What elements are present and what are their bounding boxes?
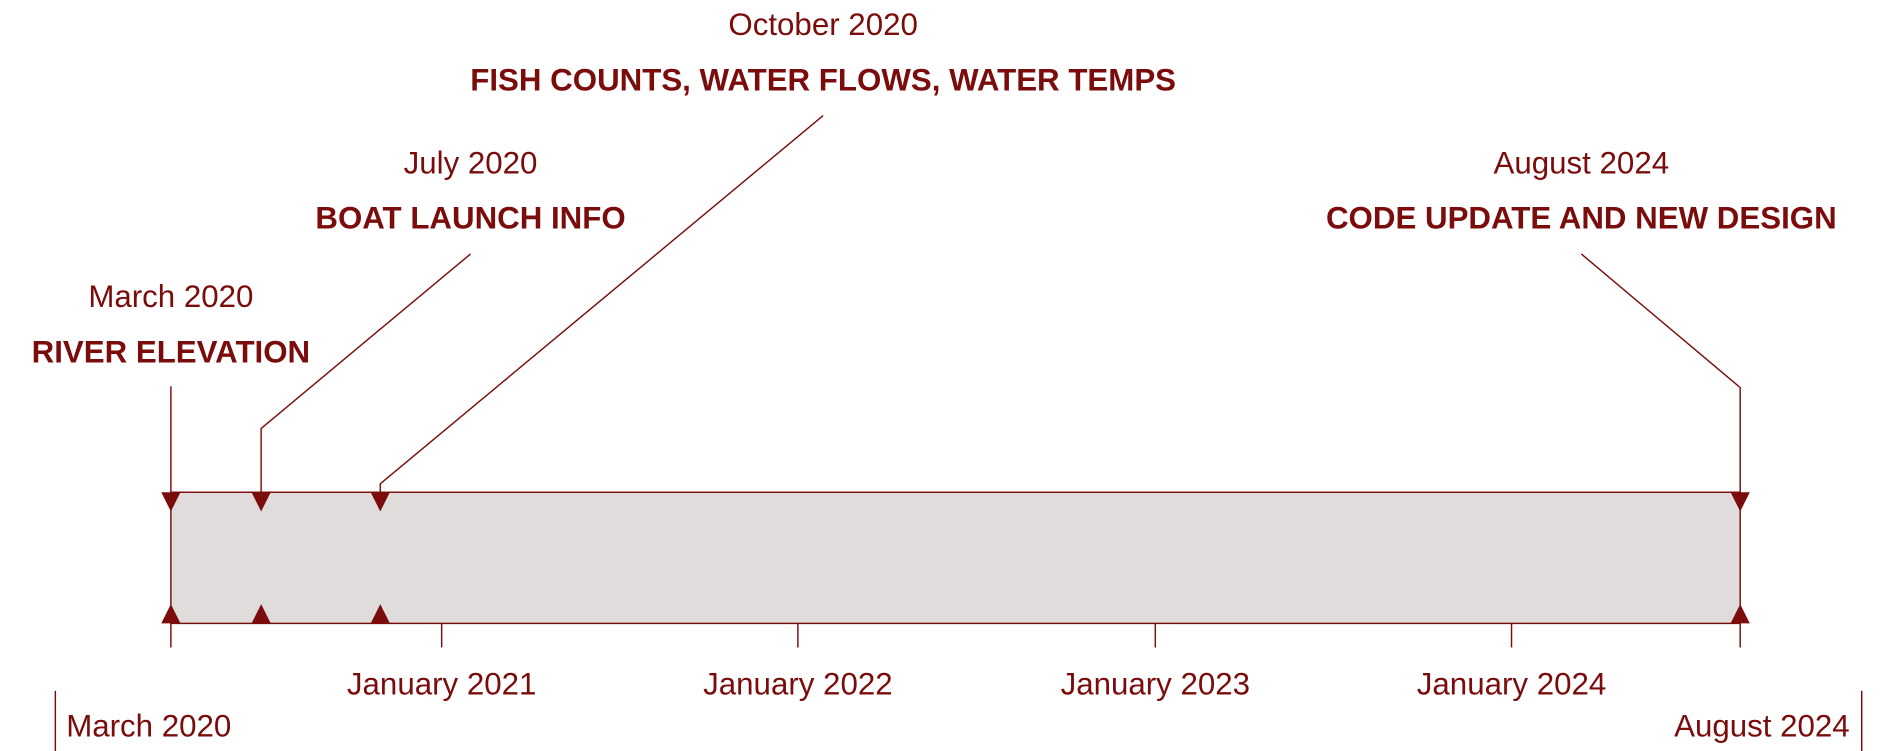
- axis-tick-label: January 2021: [347, 666, 536, 701]
- marker-top: [161, 492, 181, 512]
- event-label: BOAT LAUNCH INFO: [315, 201, 625, 236]
- leader-line: [260, 253, 472, 493]
- marker-bottom: [370, 604, 390, 624]
- marker-bottom: [161, 604, 181, 624]
- event-label: FISH COUNTS, WATER FLOWS, WATER TEMPS: [470, 62, 1176, 97]
- axis-tick-label: January 2022: [703, 666, 892, 701]
- event-date: August 2024: [1494, 145, 1670, 180]
- event-date: March 2020: [88, 279, 253, 314]
- event-label: RIVER ELEVATION: [32, 334, 311, 369]
- marker-bottom: [1730, 604, 1750, 624]
- start-label: March 2020: [66, 709, 231, 744]
- marker-top: [1730, 492, 1750, 512]
- end-label: August 2024: [1674, 709, 1850, 744]
- marker-top: [251, 492, 271, 512]
- marker-bottom: [251, 604, 271, 624]
- leader-line: [1580, 253, 1741, 493]
- leader-line: [379, 115, 824, 493]
- event-date: October 2020: [728, 7, 917, 42]
- event-label: CODE UPDATE AND NEW DESIGN: [1326, 201, 1837, 236]
- timeline-bar: [170, 491, 1741, 625]
- marker-top: [370, 492, 390, 512]
- axis-tick-label: January 2023: [1061, 666, 1250, 701]
- event-date: July 2020: [404, 145, 538, 180]
- axis-tick-label: January 2024: [1417, 666, 1606, 701]
